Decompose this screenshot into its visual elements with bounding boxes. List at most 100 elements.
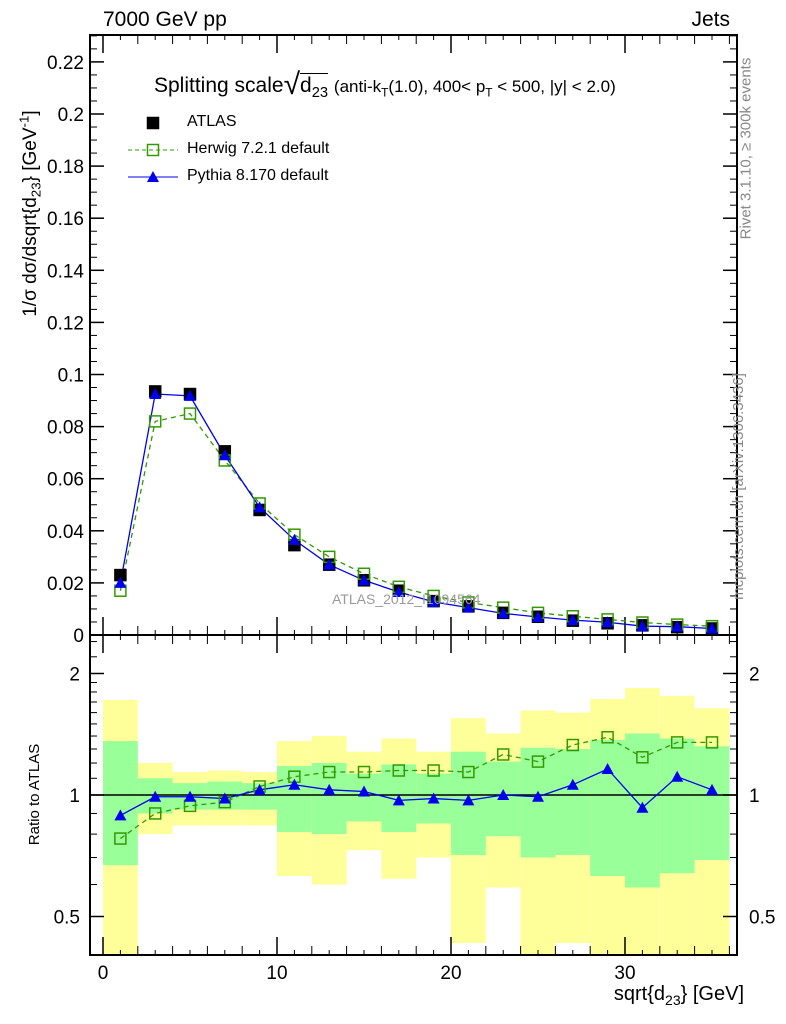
x-tick-label: 0 xyxy=(98,963,109,984)
band-stat-bin xyxy=(311,763,347,835)
herwig-ratio-point xyxy=(148,807,162,820)
pythia-point xyxy=(601,616,614,628)
pythia-point xyxy=(532,611,544,623)
herwig-ratio-point xyxy=(531,755,545,768)
y-tick-label: 0.08 xyxy=(47,418,84,439)
legend-pythia-marker xyxy=(147,171,159,182)
legend-herwig: Herwig 7.2.1 default xyxy=(187,140,330,157)
band-stat-bin xyxy=(103,741,138,866)
pythia-point xyxy=(462,601,475,613)
legend-pythia: Pythia 8.170 default xyxy=(187,167,329,184)
herwig-ratio-point xyxy=(566,738,580,752)
pythia-ratio-point xyxy=(323,783,336,795)
ratio-y-tick-label: 2 xyxy=(69,665,80,686)
pythia-point xyxy=(706,622,718,634)
herwig-ratio-point xyxy=(322,765,336,779)
band-stat-bin xyxy=(346,773,382,822)
band-stat-bin xyxy=(520,747,556,858)
pythia-ratio-point xyxy=(706,783,718,795)
header-right: Jets xyxy=(691,8,730,31)
pythia-ratio-point xyxy=(149,790,162,802)
herwig-ratio-point xyxy=(601,731,614,744)
pythia-point xyxy=(184,389,196,401)
pythia-ratio-point xyxy=(218,792,231,804)
header-left: 7000 GeV pp xyxy=(103,8,227,31)
y-tick-label: 0.06 xyxy=(47,470,84,491)
pythia-ratio-point xyxy=(566,778,579,790)
ratio-y-tick-label: 1 xyxy=(69,786,80,807)
title-sqrt: d23 xyxy=(300,73,329,102)
legend-atlas-marker xyxy=(146,116,160,130)
pythia-point xyxy=(566,614,579,626)
y-tick-label: 0.18 xyxy=(47,157,84,178)
pythia-ratio-point xyxy=(427,792,440,804)
ratio-y-tick-label-right: 1 xyxy=(749,786,760,807)
pythia-ratio-point xyxy=(114,809,127,821)
herwig-ratio-point xyxy=(462,765,475,779)
herwig-ratio-point xyxy=(670,736,684,749)
pythia-ratio-point xyxy=(462,794,475,806)
pythia-point xyxy=(392,586,405,598)
pythia-point xyxy=(636,620,649,632)
herwig-point xyxy=(183,407,197,420)
herwig-ratio-point xyxy=(705,736,719,749)
ratio-y-label: Ratio to ATLAS xyxy=(26,743,44,846)
pythia-point xyxy=(149,388,162,400)
ratio-y-tick-label: 0.5 xyxy=(54,908,80,929)
band-stat-bin xyxy=(694,746,730,861)
band-stat-bin xyxy=(659,738,695,874)
legend-atlas: ATLAS xyxy=(187,113,237,130)
pythia-ratio-point xyxy=(288,778,301,790)
pythia-ratio-point xyxy=(671,770,684,782)
x-tick-label: 10 xyxy=(266,963,287,984)
y-tick-label: 0.22 xyxy=(47,53,84,74)
legend-herwig-marker xyxy=(146,143,160,157)
pythia-ratio-point xyxy=(532,790,544,802)
pythia-ratio-point xyxy=(497,789,510,800)
title-text: Splitting scale xyxy=(154,74,284,97)
pythia-ratio-point xyxy=(253,783,266,795)
pythia-ratio-point xyxy=(392,794,405,806)
band-stat-bin xyxy=(590,739,625,876)
ratio-y-tick-label-right: 0.5 xyxy=(749,908,775,929)
watermark: ATLAS_2012_I1094564 xyxy=(332,591,481,607)
rivet-label: Rivet 3.1.10, ≥ 300k events xyxy=(737,57,755,240)
y-tick-label: 0.12 xyxy=(47,313,84,334)
herwig-ratio-point xyxy=(427,764,440,777)
y-tick-label: 0.16 xyxy=(47,209,84,230)
herwig-ratio-point xyxy=(636,751,649,764)
pythia-point xyxy=(358,574,370,586)
pythia-ratio-point xyxy=(601,762,614,774)
y-axis-label: 1/σ dσ/dsqrt{d23} [GeV-1] xyxy=(16,110,44,317)
pythia-ratio-point xyxy=(184,790,196,802)
mcplots-label: mcplots.cern.ch [arXiv:1306.3436] xyxy=(729,373,747,600)
ratio-y-tick-label-right: 2 xyxy=(749,665,760,686)
pythia-point xyxy=(427,595,440,607)
pythia-point xyxy=(218,449,231,461)
pythia-point xyxy=(497,607,510,619)
x-axis-label: sqrt{d23} [GeV] xyxy=(613,983,744,1008)
herwig-ratio-point xyxy=(392,764,406,777)
pythia-point xyxy=(288,533,301,545)
plot-title: Splitting scale√d23 (anti-kT(1.0), 400< … xyxy=(154,68,616,102)
y-tick-label: 0 xyxy=(73,626,84,647)
y-tick-label: 0.2 xyxy=(58,105,84,126)
pythia-point xyxy=(253,501,266,513)
pythia-ratio-point xyxy=(636,801,649,813)
band-stat-bin xyxy=(277,765,312,832)
herwig-ratio-point xyxy=(114,832,127,845)
pythia-ratio-point xyxy=(358,785,370,797)
y-tick-label: 0.04 xyxy=(47,522,84,543)
band-stat-bin xyxy=(555,749,591,856)
pythia-point xyxy=(323,558,336,570)
herwig-ratio-point xyxy=(496,748,510,761)
x-tick-label: 20 xyxy=(440,963,461,984)
y-tick-label: 0.1 xyxy=(58,366,84,387)
y-tick-label: 0.14 xyxy=(47,261,84,282)
herwig-point xyxy=(148,415,162,428)
herwig-ratio-point xyxy=(357,765,371,779)
y-tick-label: 0.02 xyxy=(47,574,84,595)
pythia-point xyxy=(114,576,127,588)
pythia-point xyxy=(671,620,684,632)
